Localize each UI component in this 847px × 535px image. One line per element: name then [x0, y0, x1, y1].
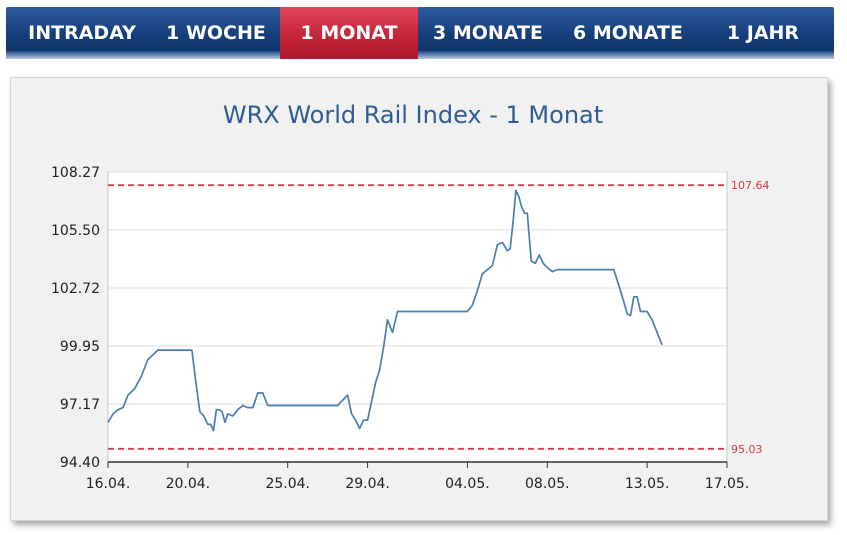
x-tick-label: 25.04. [265, 476, 310, 492]
x-tick-label: 04.05. [445, 476, 490, 492]
y-tick-label: 102.72 [51, 281, 100, 297]
x-tick-label: 20.04. [166, 476, 211, 492]
tab-intraday[interactable]: INTRADAY [28, 22, 136, 44]
y-tick-label: 108.27 [51, 165, 100, 181]
reference-line-label: 95.03 [731, 443, 763, 456]
x-tick-label: 17.05. [705, 476, 750, 492]
reference-line-label: 107.64 [731, 179, 770, 192]
tab-6-monate[interactable]: 6 MONATE [573, 22, 683, 44]
y-tick-label: 99.95 [60, 339, 100, 355]
tab-1-woche[interactable]: 1 WOCHE [166, 22, 266, 44]
series-line [107, 189, 663, 432]
tab-1-monat[interactable]: 1 MONAT [280, 7, 418, 59]
tab-3-monate[interactable]: 3 MONATE [433, 22, 543, 44]
y-tick-label: 94.40 [60, 455, 100, 471]
x-tick-label: 29.04. [345, 476, 390, 492]
plot-area [107, 171, 728, 463]
y-tick-label: 105.50 [51, 223, 100, 239]
x-tick-label: 08.05. [525, 476, 570, 492]
y-tick-label: 97.17 [60, 397, 100, 413]
tab-1-jahr[interactable]: 1 JAHR [726, 22, 800, 44]
chart-title: WRX World Rail Index - 1 Monat [223, 101, 603, 129]
x-tick-label: 16.04. [86, 476, 131, 492]
timeframe-tab-bar: INTRADAY 1 WOCHE 1 MONAT 3 MONATE 6 MONA… [6, 7, 834, 59]
x-tick-label: 13.05. [625, 476, 670, 492]
